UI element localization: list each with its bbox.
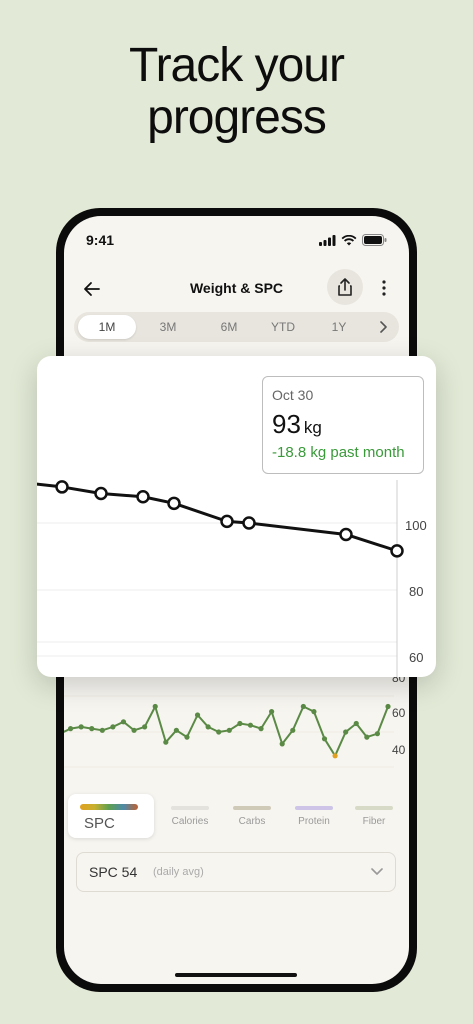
chevron-right-icon [380,321,387,333]
tab-1m[interactable]: 1M [78,315,136,339]
headline: Track your progress [0,40,473,144]
weight-chart-card: Oct 30 93 kg -18.8 kg past month 100 80 6… [37,356,436,677]
tab-ytd[interactable]: YTD [271,320,295,334]
chip-label: Protein [298,816,330,827]
spc-point[interactable] [142,724,148,730]
spc-point[interactable] [67,726,74,732]
weight-point[interactable] [55,480,69,494]
weight-ytick: 100 [405,518,427,533]
signal-icon [319,234,336,246]
spc-point[interactable] [184,734,190,740]
spc-point[interactable] [269,709,275,715]
chip-color-bar [355,806,393,810]
spc-chart [64,695,394,768]
spc-point[interactable] [343,729,349,735]
weight-tooltip: Oct 30 93 kg -18.8 kg past month [262,376,424,474]
tooltip-unit: kg [303,418,322,437]
spc-point[interactable] [374,731,381,737]
spc-point[interactable] [353,720,359,727]
chip-color-bar [171,806,209,810]
weight-point[interactable] [220,514,234,529]
spc-value: SPC 54 [89,864,138,880]
spc-point[interactable] [205,724,211,730]
tooltip-value: 93 kg [272,409,322,440]
spc-point[interactable] [194,712,201,718]
weight-point[interactable] [242,516,256,530]
spc-point[interactable] [279,741,285,747]
status-time: 9:41 [86,232,115,248]
spc-dropdown[interactable]: SPC 54 (daily avg) [76,852,396,892]
spc-point[interactable] [258,726,264,732]
spc-point[interactable] [163,739,169,745]
spc-point[interactable] [226,727,232,733]
tooltip-delta: -18.8 kg past month [272,444,405,461]
spc-point[interactable] [300,703,306,710]
back-button[interactable] [80,277,104,301]
weight-ytick: 80 [409,584,424,599]
chip-calories[interactable]: Calories [166,806,214,827]
weight-point[interactable] [339,527,353,542]
chip-color-bar [233,806,271,810]
spc-point[interactable] [78,724,84,730]
chip-label: Calories [171,816,209,827]
weight-chart [37,480,404,677]
chip-label: Fiber [362,816,386,827]
tab-6m[interactable]: 6M [220,320,238,334]
tooltip-number: 93 [272,409,301,439]
spc-point[interactable] [89,726,95,732]
spc-ytick: 40 [392,743,406,757]
spc-line [64,705,389,757]
wifi-icon [341,234,357,245]
weight-line [37,482,398,553]
spc-point[interactable] [385,703,391,710]
share-button[interactable] [327,269,363,305]
weight-point[interactable] [94,486,108,501]
chevron-down-icon [371,868,383,875]
weight-point[interactable] [167,496,181,511]
more-options-button[interactable] [374,276,394,300]
headline-text: Track your progress [129,39,345,144]
spc-point[interactable] [99,727,105,733]
share-icon [338,278,352,296]
chip-spc-label: SPC [84,815,115,832]
chip-carbs[interactable]: Carbs [228,806,276,827]
spc-point[interactable] [237,720,243,727]
home-indicator [175,973,297,977]
spc-point[interactable] [131,727,137,733]
range-next-button[interactable] [373,316,393,338]
tab-3m[interactable]: 3M [159,320,177,334]
spc-point[interactable] [364,734,370,740]
time-range-selector: 1M 3M 6M YTD 1Y [74,312,399,342]
more-vertical-icon [382,280,386,296]
spc-point[interactable] [120,719,127,725]
chip-protein[interactable]: Protein [290,806,338,827]
battery-icon [362,234,387,246]
spc-gradient-bar [80,804,138,810]
spc-point[interactable] [247,722,254,728]
chip-spc[interactable]: SPC [68,794,154,838]
spc-ytick: 60 [392,706,406,720]
chip-fiber[interactable]: Fiber [350,806,398,827]
spc-point[interactable] [321,736,328,742]
tab-1y[interactable]: 1Y [331,320,347,334]
spc-point-highlight[interactable] [332,753,338,759]
chip-color-bar [295,806,333,810]
spc-point[interactable] [290,727,296,733]
status-icons [319,234,387,246]
spc-point[interactable] [311,709,317,715]
page-title: Weight & SPC [189,280,284,296]
spc-note: (daily avg) [153,866,204,878]
spc-point[interactable] [216,729,222,735]
tooltip-date: Oct 30 [272,387,314,403]
weight-point[interactable] [390,544,404,558]
chip-label: Carbs [238,816,266,827]
spc-point[interactable] [110,724,116,730]
weight-point[interactable] [136,490,150,504]
spc-point[interactable] [173,727,179,733]
metric-chips: SPC Calories Carbs Protein Fiber [68,794,409,839]
arrow-left-icon [84,282,100,296]
weight-ytick: 60 [409,650,424,665]
spc-point[interactable] [152,703,158,710]
